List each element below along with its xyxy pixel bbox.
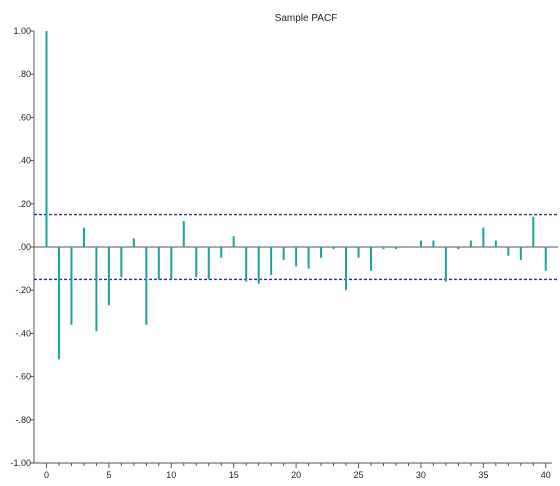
pacf-bar [419,240,422,247]
pacf-bar [507,247,510,256]
pacf-bar [45,31,48,247]
pacf-bar [70,247,73,325]
pacf-bar [482,227,485,247]
y-tick-label: .40 [18,156,31,166]
pacf-bar [270,247,273,276]
x-tick-label: 35 [478,470,488,480]
pacf-bar [519,247,522,260]
pacf-bar [82,227,85,247]
pacf-bar [182,221,185,247]
pacf-bar [295,247,298,267]
x-tick-label: 25 [354,470,364,480]
pacf-bar [394,247,397,250]
pacf-bar [345,247,348,291]
y-tick-label: 1.00 [13,26,31,36]
pacf-bar [544,247,547,271]
x-tick-label: 30 [416,470,426,480]
y-tick-label: .20 [18,199,31,209]
pacf-bar [357,247,360,258]
x-tick-label: 20 [291,470,301,480]
x-tick-label: 5 [106,470,111,480]
x-tick-label: 15 [229,470,239,480]
pacf-bar [532,216,535,247]
bars-layer [45,31,547,360]
pacf-bar [207,247,210,280]
pacf-bar [370,247,373,271]
pacf-bar [444,247,447,282]
y-tick-label: -.20 [15,285,31,295]
y-tick-label: -1.00 [10,458,31,468]
pacf-bar [432,240,435,247]
y-tick-label: -.80 [15,415,31,425]
pacf-bar [494,240,497,247]
pacf-bar [457,247,460,250]
pacf-bar [157,247,160,280]
pacf-bar [145,247,148,325]
pacf-bar [382,247,385,250]
pacf-bar [407,247,410,248]
x-tick-label: 0 [44,470,49,480]
pacf-bar [120,247,123,278]
pacf-bar [232,236,235,247]
x-tick-label: 40 [541,470,551,480]
pacf-bar [195,247,198,278]
pacf-bar [282,247,285,260]
pacf-bar [257,247,260,284]
pacf-bar [307,247,310,269]
confidence-bounds-layer [34,213,558,281]
chart-title: Sample PACF [275,13,338,24]
y-tick-label: -.60 [15,372,31,382]
x-tick-label: 10 [166,470,176,480]
pacf-bar [320,247,323,258]
pacf-bar [245,247,248,282]
y-tick-label: .00 [18,242,31,252]
pacf-bar [57,247,60,360]
pacf-bar [107,247,110,306]
pacf-bar [220,247,223,258]
pacf-bar [95,247,98,332]
y-tick-label: .60 [18,112,31,122]
ticks-layer: 1.00 .80 .60 .40 .20 .00 -.20 -.40 -.60 -.80 -1.00… [10,26,550,480]
pacf-bar [332,247,335,250]
y-tick-label: -.40 [15,328,31,338]
y-tick-label: .80 [18,69,31,79]
pacf-bar [132,238,135,247]
pacf-bar [170,247,173,280]
pacf-bar [469,240,472,247]
